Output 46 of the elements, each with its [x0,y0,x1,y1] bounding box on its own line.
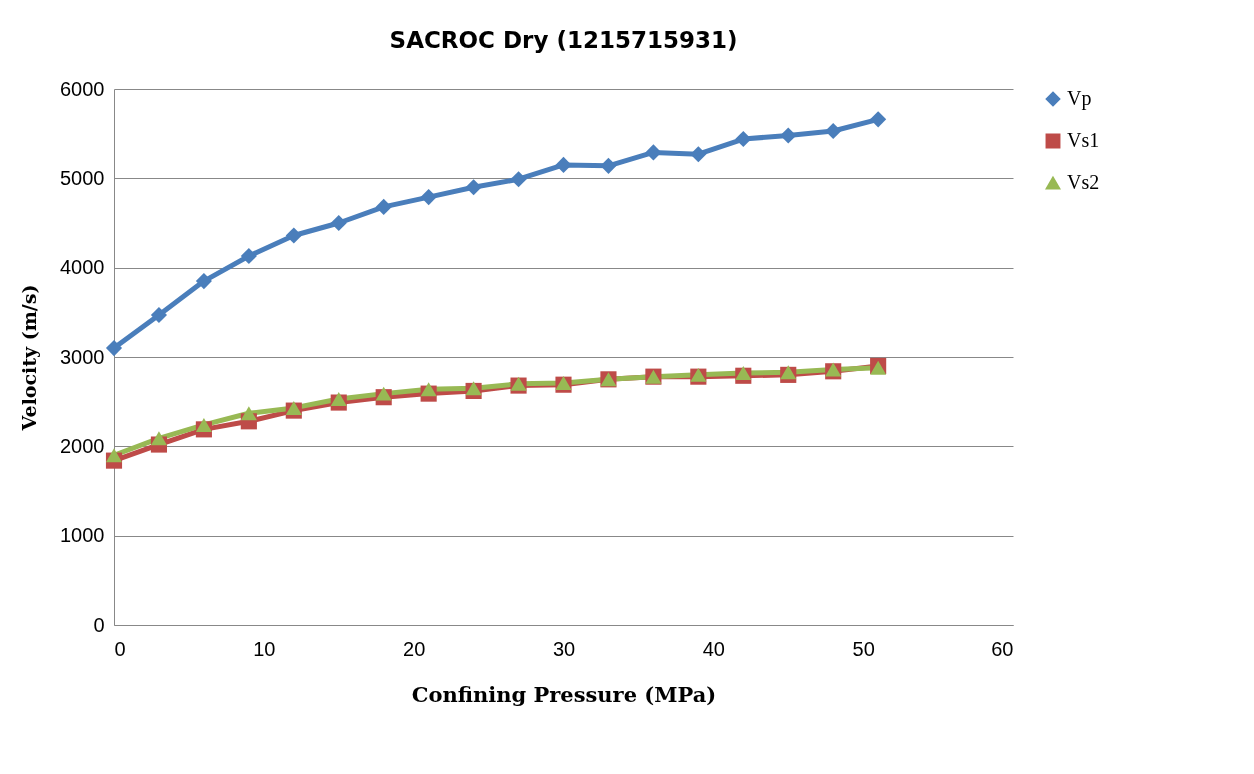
x-tick-label: 50 [852,637,875,660]
point [690,146,707,163]
point [420,189,437,206]
point [150,431,168,446]
point [375,198,392,215]
point [105,340,123,357]
y-tick-label: 1000 [60,524,105,547]
y-axis-title: Velocity (m/s) [18,284,41,432]
point [105,448,123,463]
point [825,122,842,140]
x-axis-title: Confining Pressure (MPa) [411,681,717,707]
y-tick-label: 2000 [60,434,105,457]
x-tick-label: 30 [552,637,576,660]
y-tick-label: 0 [93,613,105,636]
legend-label: Vs1 [1067,129,1100,151]
point [150,306,168,324]
point [285,400,302,415]
y-tick-label: 5000 [60,166,105,189]
point [600,157,617,174]
y-tick-label: 4000 [60,256,105,279]
x-tick-label: 60 [991,637,1014,660]
chart-title: SACROC Dry (1215715931) [389,27,738,53]
point [465,179,482,196]
point [735,130,752,148]
point [555,156,572,173]
point [330,392,347,406]
x-tick-label: 0 [114,637,126,660]
point [645,144,662,161]
point [330,214,347,232]
y-tick-label: 6000 [60,77,105,100]
x-tick-label: 10 [253,637,276,660]
legend-label: Vp [1067,87,1092,110]
point [285,227,302,244]
point [420,382,437,397]
point [510,171,527,188]
point [780,127,797,144]
point [375,386,392,401]
point [195,273,212,290]
point [240,406,257,421]
point [195,417,212,432]
y-tick-label: 3000 [60,345,105,368]
legend-label: Vs2 [1067,171,1100,193]
point [870,111,887,128]
x-tick-label: 20 [403,637,426,660]
x-tick-label: 40 [702,637,725,660]
point [240,247,257,265]
